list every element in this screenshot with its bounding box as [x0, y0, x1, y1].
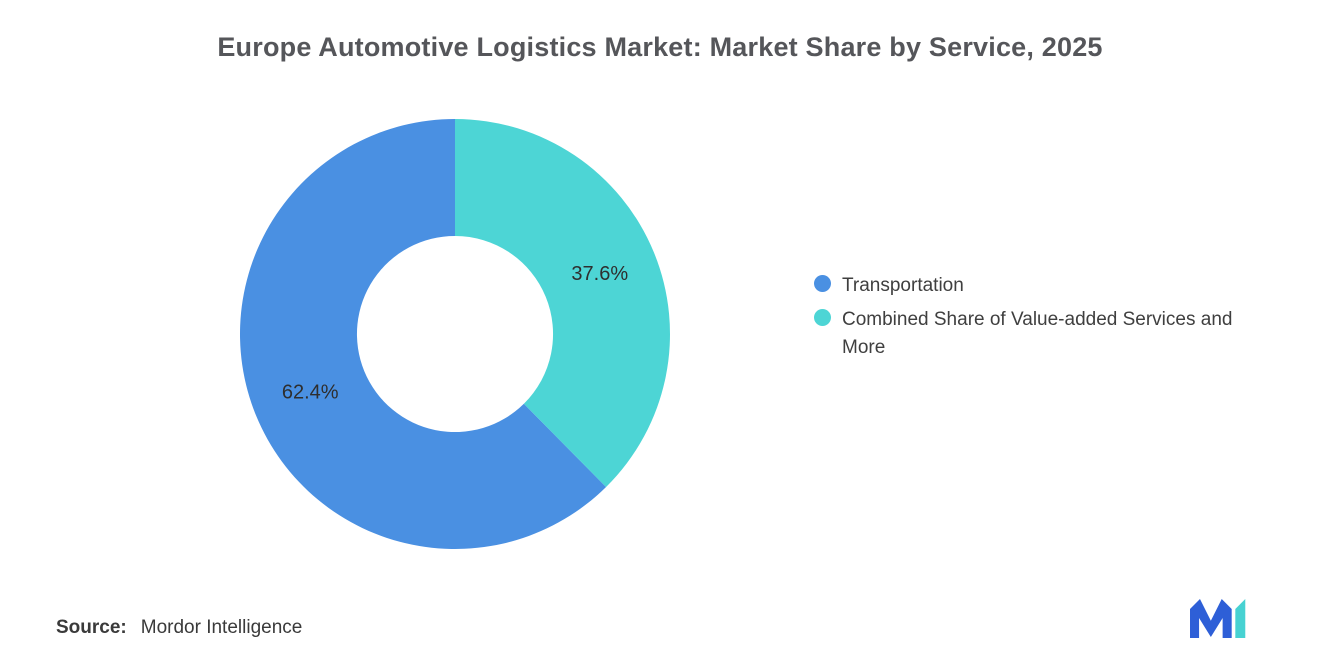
source-line: Source: Mordor Intelligence — [56, 617, 302, 639]
donut-slice[interactable] — [455, 119, 670, 487]
source-text: Mordor Intelligence — [140, 617, 303, 638]
source-label: Source: — [56, 617, 127, 638]
legend-swatch-icon — [814, 309, 831, 326]
legend-item-value-added-services[interactable]: Combined Share of Value-added Services a… — [814, 306, 1259, 362]
mordor-intelligence-logo — [1190, 598, 1246, 638]
slice-data-label: 62.4% — [282, 382, 339, 404]
legend-swatch-icon — [814, 275, 831, 292]
chart-legend: Transportation Combined Share of Value-a… — [814, 272, 1259, 368]
slice-data-label: 37.6% — [571, 263, 628, 285]
legend-label: Transportation — [842, 275, 964, 296]
logo-m-shape — [1190, 598, 1232, 638]
chart-title: Europe Automotive Logistics Market: Mark… — [217, 32, 1103, 62]
legend-item-transportation[interactable]: Transportation — [814, 272, 1259, 300]
legend-label: Combined Share of Value-added Services a… — [842, 309, 1233, 358]
logo-accent-shape — [1235, 598, 1246, 638]
donut-slice[interactable] — [239, 119, 607, 549]
donut-chart-svg: 62.4% 37.6% — [239, 119, 670, 549]
donut-chart: 62.4% 37.6% — [238, 117, 672, 551]
